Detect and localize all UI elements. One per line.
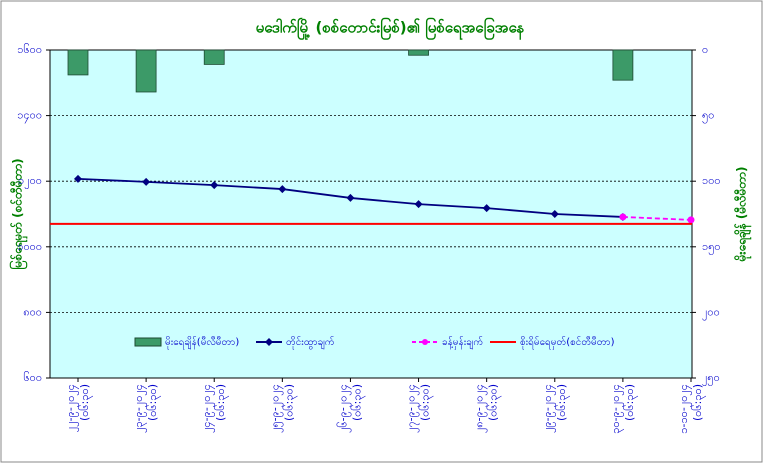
x-tick-label: ၂၇-၉-၂၀၂၄(၀၆:၃၀) — [405, 384, 434, 433]
legend-label: မိုးရေချိန်(မီလီမီတာ) — [165, 335, 239, 350]
bar — [67, 49, 89, 76]
y-tick-label: ၆၀၀ — [23, 371, 42, 384]
y2-tick-label: ၂၅၀ — [702, 371, 720, 386]
bar — [135, 49, 157, 93]
y2-tick-label: ၅၀ — [702, 109, 714, 124]
y-axis-title: မြစ်ရေမှတ် (စင်တီမီတာ) — [8, 158, 29, 269]
marker — [346, 193, 355, 202]
y-tick-label: ၁၂၀၀ — [18, 174, 42, 189]
y-tick-label: ၁၄၀၀ — [17, 109, 42, 124]
marker — [278, 185, 287, 194]
marker — [414, 200, 423, 209]
y2-axis-title: မိုးရေချိန် (မီလီမီတာ) — [733, 167, 753, 263]
legend-label: ခန့်မှန်းချက် — [442, 335, 483, 350]
x-tick-label: ၂၄-၉-၂၀၂၄(၀၆:၃၀) — [200, 384, 229, 433]
marker — [550, 210, 559, 218]
x-tick-label: ၂၃-၉-၂၀၂၄(၀၆:၃၀) — [132, 384, 161, 433]
marker — [687, 216, 695, 224]
x-tick-label: ၃၀-၉-၂၀၂၄(၀၆:၃၀) — [609, 384, 638, 434]
legend-label: စိုးရိမ်ရေမှတ်(စင်တီမီတာ) — [520, 335, 615, 350]
x-tick-label: ၂၅-၉-၂၀၂၄(၀၆:၃၀) — [268, 384, 297, 433]
x-tick-label: ၂၂-၉-၂၀၂၄(၀၆:၃၀) — [64, 384, 93, 432]
marker — [482, 204, 491, 213]
bar — [408, 49, 429, 56]
marker — [210, 181, 219, 190]
line — [622, 216, 692, 221]
legend-label: တိုင်းထွာချက် — [286, 335, 335, 350]
y-tick-label: ၁၆၀၀ — [17, 43, 42, 56]
y2-tick-label: ၁၀၀ — [702, 174, 721, 187]
legend-marker — [265, 338, 273, 346]
y2-tick-label: ၁၅၀ — [702, 240, 721, 255]
bar — [203, 49, 225, 65]
x-tick-label: ၂၉-၉-၂၀၂၄(၀၆:၃၀) — [541, 384, 570, 433]
legend-swatch — [134, 337, 162, 347]
x-tick-label: ၂၈-၉-၂၀၂၄(၀၆:၃၀) — [473, 384, 502, 433]
bar — [612, 49, 634, 81]
x-tick-label: ၂၆-၉-၂၀၂၄(၀၆:၃၀) — [336, 384, 365, 433]
x-tick-label: ၁-၁၀-၂၀၂၄(၀၆:၃၀) — [677, 384, 706, 434]
y2-tick-label: ၀ — [702, 43, 708, 56]
marker — [619, 213, 627, 221]
legend-marker — [422, 339, 428, 345]
marker — [142, 177, 151, 186]
y-tick-label: ၁၀၀၀ — [17, 240, 42, 253]
y2-tick-label: ၂၀၀ — [702, 305, 720, 320]
plot-area — [49, 49, 693, 379]
y-tick-label: ၈၀၀ — [23, 305, 42, 318]
marker — [74, 174, 82, 183]
